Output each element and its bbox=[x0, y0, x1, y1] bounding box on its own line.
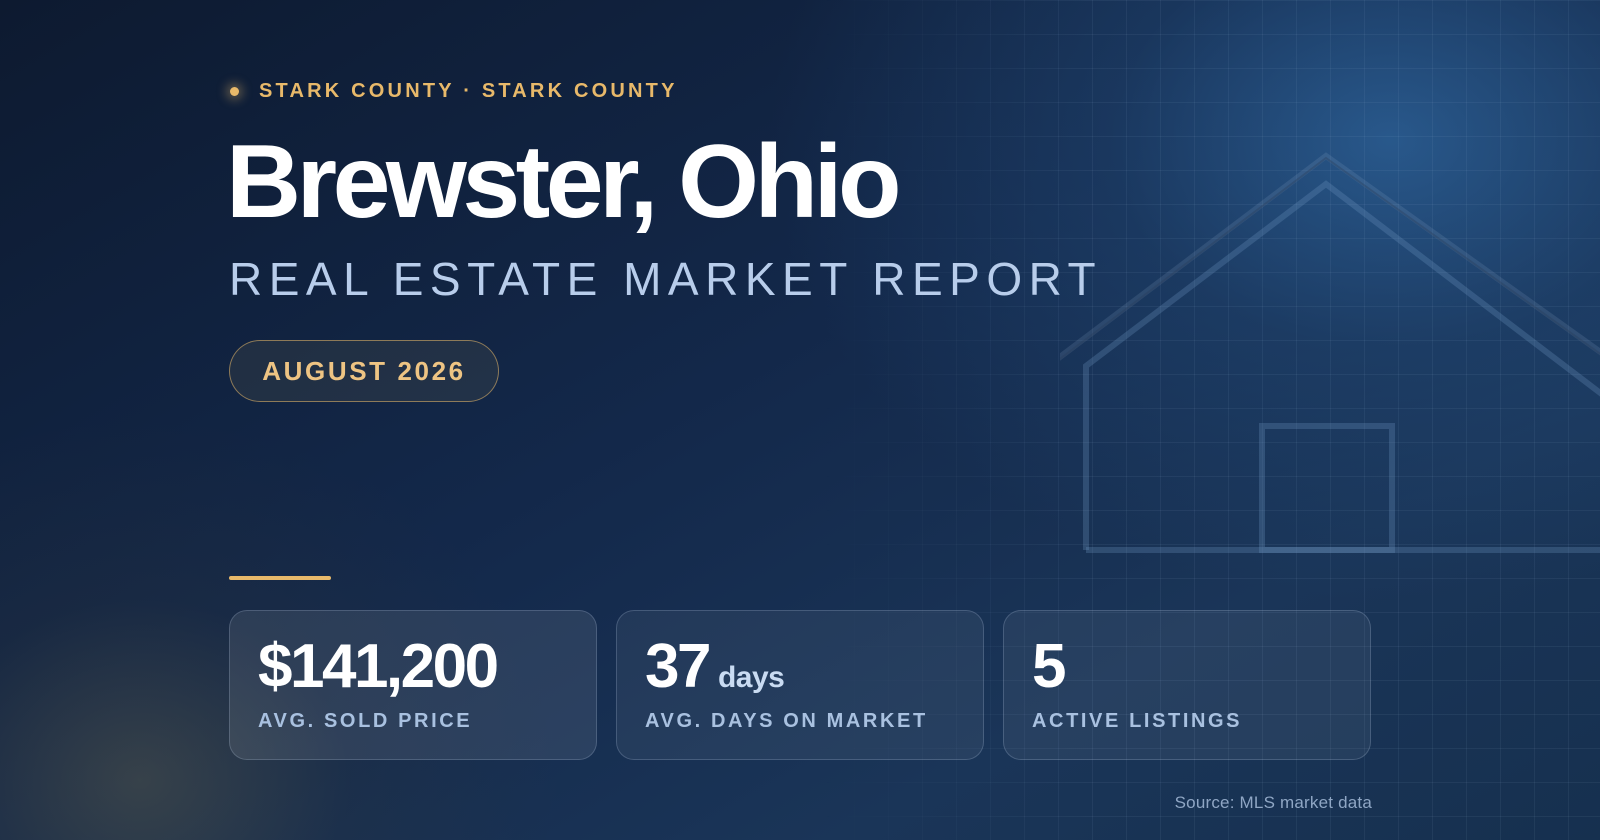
stat-label: AVG. DAYS ON MARKET bbox=[645, 710, 928, 733]
stat-value: 5 bbox=[1032, 631, 1342, 702]
stat-value: $141,200 bbox=[258, 631, 568, 702]
accent-divider bbox=[229, 576, 331, 580]
report-date-badge: AUGUST 2026 bbox=[229, 340, 499, 402]
stat-card-active-listings: 5 ACTIVE LISTINGS bbox=[1003, 610, 1371, 760]
stat-card-avg-days-on-market: 37 days AVG. DAYS ON MARKET bbox=[616, 610, 984, 760]
location-tag-text: STARK COUNTY · STARK COUNTY bbox=[259, 80, 678, 102]
stat-card-avg-sold-price: $141,200 AVG. SOLD PRICE bbox=[229, 610, 597, 760]
location-tag: STARK COUNTY · STARK COUNTY bbox=[230, 80, 678, 103]
stat-number: 37 bbox=[645, 632, 711, 701]
stat-unit: days bbox=[717, 661, 785, 694]
page-title: Brewster, Ohio bbox=[226, 124, 902, 240]
stat-number: $141,200 bbox=[258, 632, 499, 701]
dot-icon bbox=[230, 87, 239, 96]
stat-value: 37 days bbox=[645, 631, 955, 702]
house-outline-icon bbox=[1060, 152, 1600, 553]
stat-label: AVG. SOLD PRICE bbox=[258, 710, 473, 733]
source-note: Source: MLS market data bbox=[1174, 793, 1372, 812]
stat-number: 5 bbox=[1032, 632, 1066, 701]
report-subtitle: REAL ESTATE MARKET REPORT bbox=[229, 253, 1103, 305]
background-grid bbox=[820, 0, 1600, 840]
stat-label: ACTIVE LISTINGS bbox=[1032, 710, 1243, 733]
